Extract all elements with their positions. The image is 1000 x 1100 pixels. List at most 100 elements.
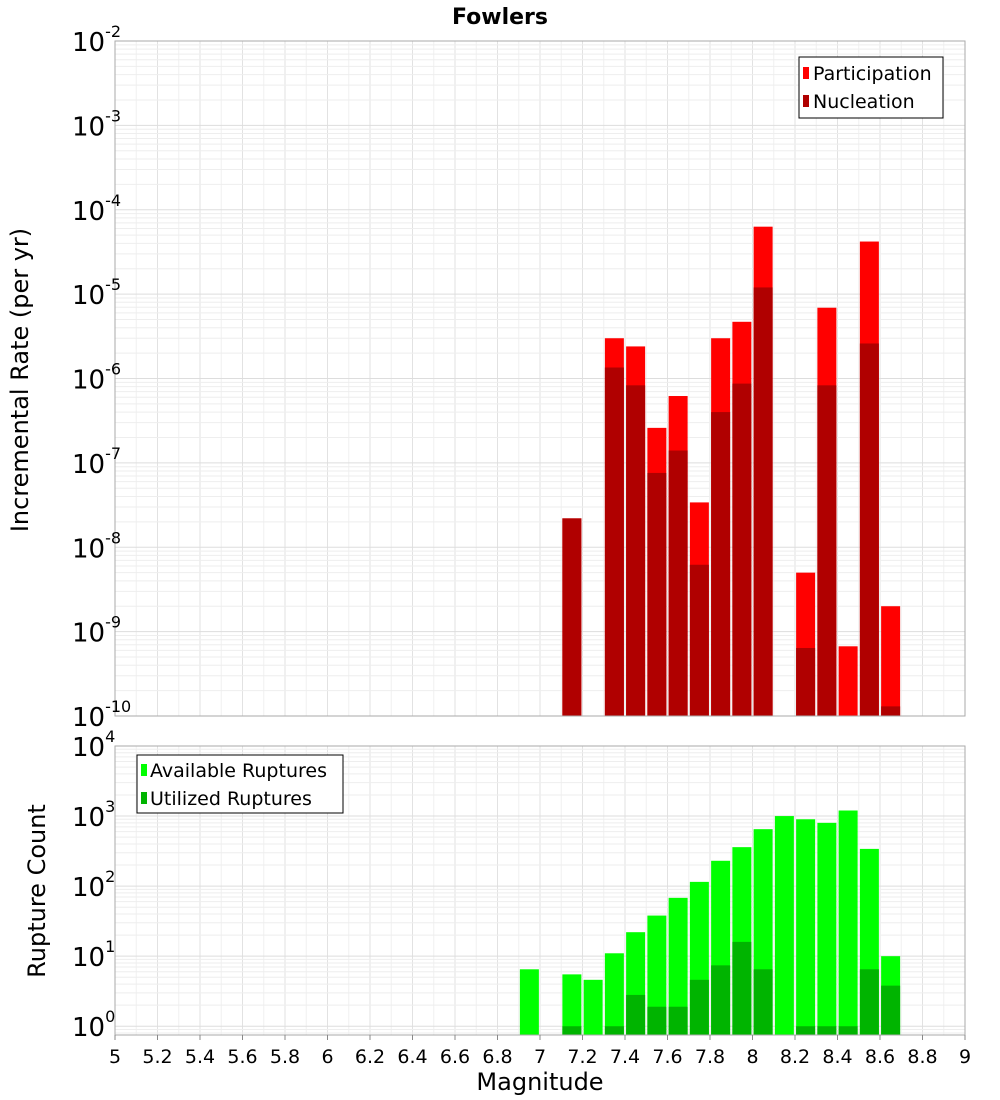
bottom-bar-inner	[689, 979, 709, 1035]
top-bar-outer	[881, 606, 901, 716]
bottom-bar-inner	[668, 1006, 688, 1035]
bottom-bar-inner	[604, 1026, 624, 1035]
top-plot-frame	[114, 40, 966, 717]
top-y-tick-label: 10-5	[72, 275, 121, 311]
x-tick-label: 6.8	[482, 1046, 512, 1068]
x-tick-label: 6.2	[355, 1046, 385, 1068]
legend-label-available: Available Ruptures	[150, 760, 327, 782]
bottom-bar-inner	[753, 969, 773, 1035]
x-tick-label: 8.2	[780, 1046, 810, 1068]
top-bar-inner	[732, 383, 752, 716]
x-axis-label: Magnitude	[476, 1068, 603, 1096]
bottom-bar-outer	[583, 979, 603, 1035]
top-y-tick-label: 10-7	[72, 444, 121, 480]
bottom-bar-inner	[647, 1006, 667, 1035]
bottom-bar-outer	[604, 953, 624, 1035]
x-tick-label: 7.2	[567, 1046, 597, 1068]
bottom-y-tick-label: 104	[72, 727, 115, 763]
x-tick-label: 7	[534, 1046, 546, 1068]
bottom-legend-box	[136, 754, 344, 814]
bottom-y-tick-label: 103	[72, 797, 115, 833]
top-y-tick-label: 10-2	[72, 22, 121, 58]
top-bar-inner	[859, 343, 879, 716]
bottom-bar-outer	[668, 897, 688, 1035]
x-tick-label: 8	[746, 1046, 758, 1068]
top-y-tick-label: 10-9	[72, 613, 121, 649]
top-y-tick-label: 10-8	[72, 528, 121, 564]
top-bar-inner	[753, 287, 773, 716]
x-tick-label: 5.4	[185, 1046, 215, 1068]
top-y-tick-label: 10-4	[72, 191, 121, 227]
top-y-tick-label: 10-10	[72, 697, 131, 733]
bottom-bar-inner	[817, 1026, 837, 1035]
x-tick-label: 5	[109, 1046, 121, 1068]
bottom-bar-outer	[796, 819, 816, 1035]
legend-swatch-available	[141, 764, 147, 776]
x-tick-label: 7.6	[652, 1046, 682, 1068]
x-tick-label: 7.4	[610, 1046, 640, 1068]
bottom-bar-inner	[838, 1026, 858, 1035]
top-bar-outer	[838, 646, 858, 716]
top-grid	[114, 40, 966, 717]
x-tick-label: 5.2	[142, 1046, 172, 1068]
bottom-bar-outer	[562, 974, 582, 1035]
legend-swatch-participation	[803, 67, 809, 79]
top-bar-inner	[711, 412, 731, 716]
bottom-bars	[519, 810, 901, 1035]
top-y-axis-label: Incremental Rate (per yr)	[6, 228, 34, 532]
top-y-tick-label: 10-6	[72, 360, 121, 396]
bottom-bar-inner	[711, 965, 731, 1035]
x-tick-label: 9	[959, 1046, 971, 1068]
bottom-bar-outer	[838, 810, 858, 1035]
bottom-bar-inner	[859, 969, 879, 1035]
top-bar-inner	[562, 518, 582, 716]
top-bar-inner	[668, 450, 688, 716]
legend-label-utilized: Utilized Ruptures	[150, 788, 312, 810]
bottom-legend: Available Ruptures Utilized Ruptures	[136, 754, 344, 814]
x-tick-label: 8.6	[865, 1046, 895, 1068]
top-bar-inner	[881, 706, 901, 716]
legend-swatch-nucleation	[803, 95, 809, 107]
bottom-bar-outer	[519, 969, 539, 1035]
bottom-y-axis-label: Rupture Count	[23, 804, 51, 978]
bottom-bar-inner	[626, 994, 646, 1035]
top-bar-inner	[604, 367, 624, 716]
top-bars	[562, 226, 901, 717]
legend-swatch-utilized	[141, 792, 147, 804]
x-ticks: 5 5.2 5.4 5.6 5.8 6 6.2 6.4 6.6 6.8 7 7.2 7.4 7.6 7.8 8…	[109, 1035, 971, 1068]
bottom-bar-outer	[817, 822, 837, 1035]
legend-label-nucleation: Nucleation	[813, 91, 915, 113]
top-y-tick-label: 10-3	[72, 106, 121, 142]
top-y-ticks: 10-10 10-9 10-8 10-7 10-6 10-5 10-4 10-3 10-2	[72, 22, 131, 733]
bottom-y-tick-label: 102	[72, 867, 115, 903]
bottom-y-ticks: 100 101 102 103 104	[72, 727, 115, 1043]
top-bar-inner	[817, 385, 837, 716]
bottom-bar-inner	[881, 985, 901, 1035]
top-legend: Participation Nucleation	[798, 56, 944, 119]
top-bar-inner	[689, 564, 709, 716]
bottom-bar-outer	[774, 816, 794, 1035]
bottom-bar-inner	[562, 1026, 582, 1035]
bottom-y-tick-label: 100	[72, 1007, 115, 1043]
x-tick-label: 8.4	[822, 1046, 852, 1068]
x-tick-label: 6.4	[397, 1046, 427, 1068]
top-bar-inner	[647, 472, 667, 716]
x-tick-label: 6	[321, 1046, 333, 1068]
x-tick-label: 7.8	[695, 1046, 725, 1068]
bottom-y-tick-label: 101	[72, 937, 115, 973]
bottom-bar-outer	[647, 915, 667, 1035]
chart-title: Fowlers	[452, 5, 548, 30]
x-tick-label: 5.6	[227, 1046, 257, 1068]
bottom-bar-inner	[796, 1026, 816, 1035]
top-bar-inner	[796, 647, 816, 716]
legend-label-participation: Participation	[813, 63, 932, 85]
x-tick-label: 8.8	[907, 1046, 937, 1068]
top-panel: 10-10 10-9 10-8 10-7 10-6 10-5 10-4 10-3 10-2 In…	[6, 22, 966, 733]
top-legend-box	[798, 56, 944, 119]
x-tick-label: 6.6	[440, 1046, 470, 1068]
bottom-panel: 100 101 102 103 104 5 5.2 5.4 5.6 5.8 6 6.2 6.4 6.6 6…	[23, 727, 971, 1096]
x-tick-label: 5.8	[270, 1046, 300, 1068]
bottom-bar-inner	[732, 941, 752, 1035]
top-bar-inner	[626, 385, 646, 716]
